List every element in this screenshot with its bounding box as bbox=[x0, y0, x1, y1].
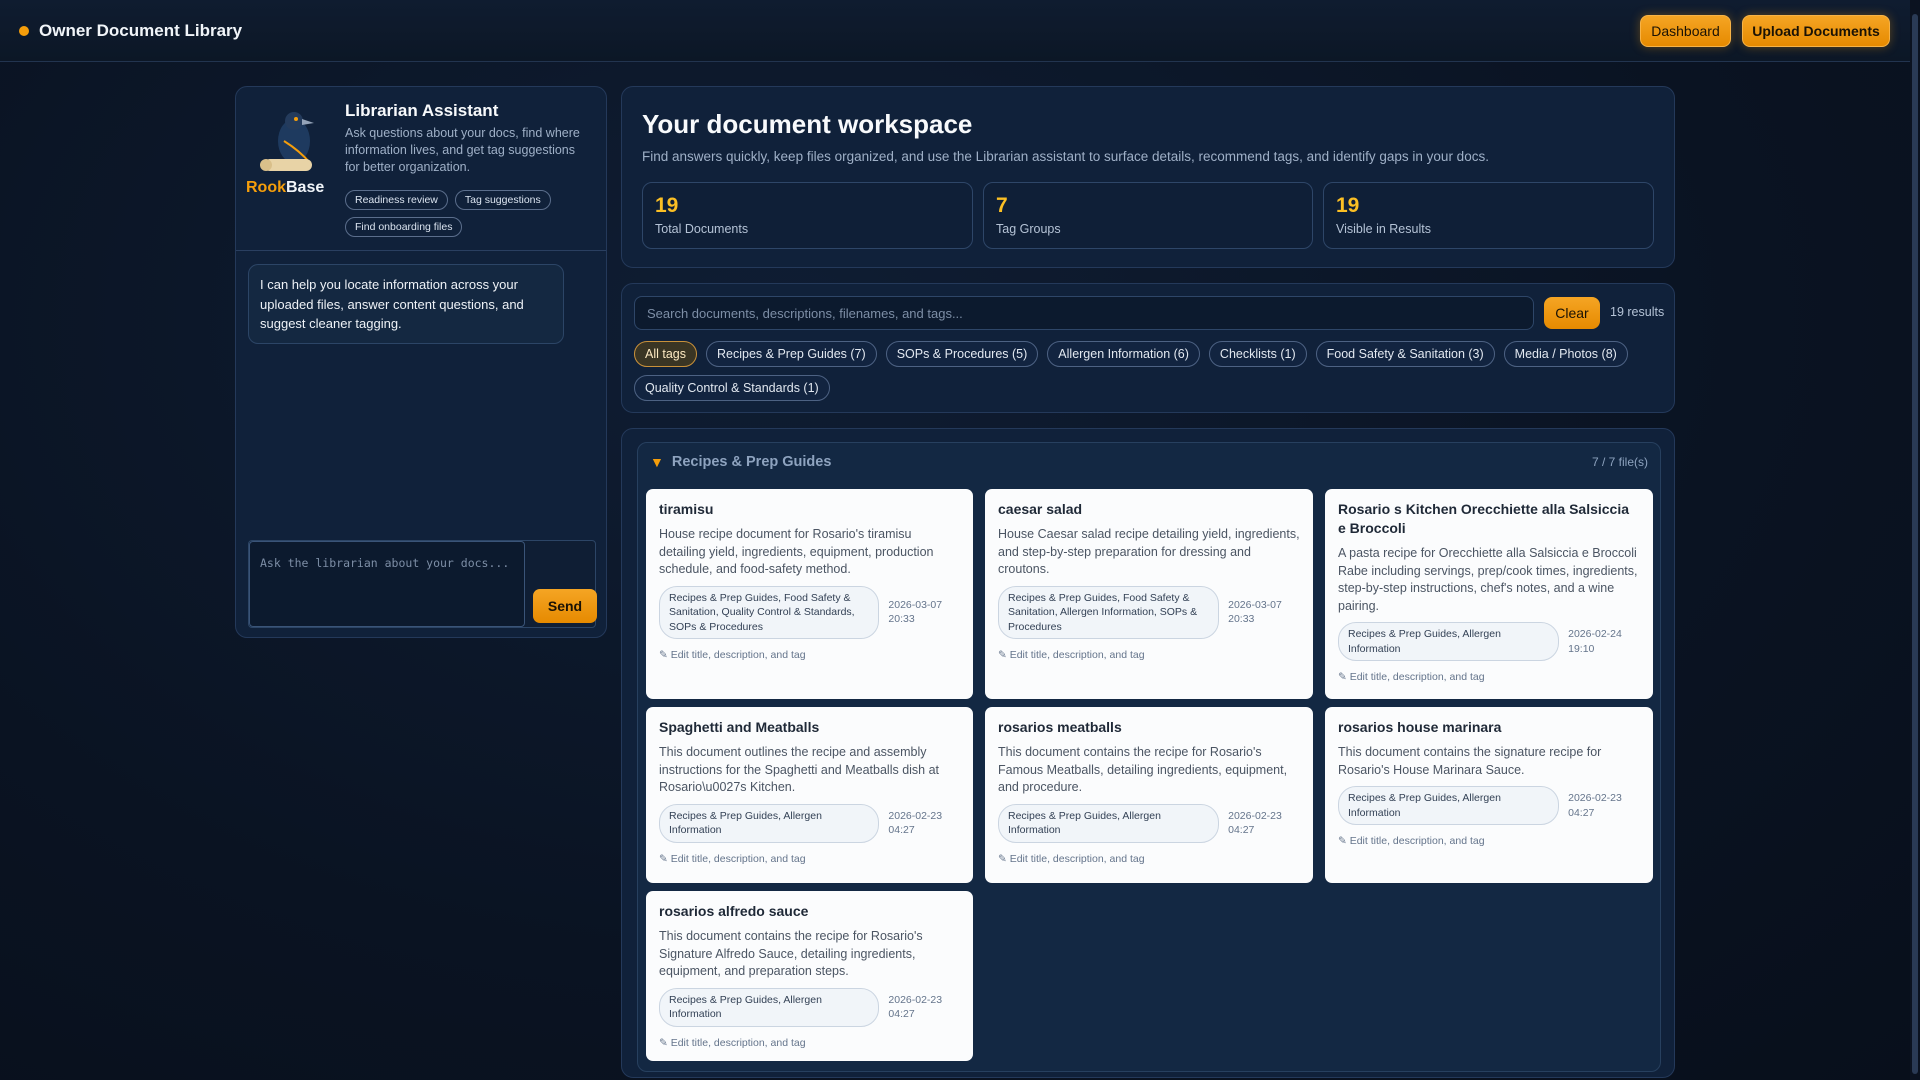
document-description: This document contains the recipe for Ro… bbox=[998, 745, 1288, 794]
document-date: 2026-03-07 20:33 bbox=[1228, 598, 1282, 626]
document-tags: Recipes & Prep Guides, Food Safety & San… bbox=[659, 585, 880, 639]
group-header[interactable]: ▼ Recipes & Prep Guides 7 / 7 file(s) bbox=[638, 443, 1660, 481]
group-title: Recipes & Prep Guides bbox=[671, 454, 832, 470]
document-description: This document contains the signature rec… bbox=[1338, 745, 1602, 777]
document-description: This document contains the recipe for Ro… bbox=[659, 929, 923, 978]
document-description: This document outlines the recipe and as… bbox=[659, 745, 940, 794]
document-card[interactable]: rosarios house marinara This document co… bbox=[1325, 707, 1653, 883]
group-file-count: 7 / 7 file(s) bbox=[1591, 455, 1648, 469]
logo-text-base: Base bbox=[286, 179, 325, 196]
tag-filter-chip[interactable]: All tags bbox=[634, 341, 697, 367]
clear-button[interactable]: Clear bbox=[1544, 297, 1600, 329]
document-tags: Recipes & Prep Guides, Allergen Informat… bbox=[998, 803, 1220, 843]
chat-input-area: Ask the librarian about your docs... Sen… bbox=[248, 540, 597, 628]
assistant-description: Ask questions about your docs, find wher… bbox=[345, 126, 580, 174]
tag-filter-chip[interactable]: Quality Control & Standards (1) bbox=[634, 375, 830, 401]
librarian-assistant-panel: RookBase Librarian Assistant Ask questio… bbox=[235, 86, 607, 638]
document-card[interactable]: Rosario s Kitchen Orecchiette alla Salsi… bbox=[1325, 489, 1653, 699]
tag-filter-chip[interactable]: Media / Photos (8) bbox=[1503, 341, 1628, 367]
document-title[interactable]: Spaghetti and Meatballs bbox=[659, 719, 820, 735]
stat-label: Total Documents bbox=[655, 222, 749, 236]
document-title[interactable]: caesar salad bbox=[998, 501, 1083, 517]
chat-input[interactable]: Ask the librarian about your docs... bbox=[249, 541, 525, 627]
scrollbar-thumb[interactable] bbox=[1912, 14, 1918, 1074]
document-card[interactable]: tiramisu House recipe document for Rosar… bbox=[646, 489, 973, 699]
document-title[interactable]: Rosario s Kitchen Orecchiette alla Salsi… bbox=[1338, 501, 1630, 536]
logo-text-rook: Rook bbox=[246, 179, 286, 196]
document-title[interactable]: rosarios alfredo sauce bbox=[659, 903, 809, 919]
document-tags: Recipes & Prep Guides, Food Safety & San… bbox=[998, 585, 1220, 639]
edit-document-link[interactable]: ✎ Edit title, description, and tag bbox=[998, 649, 1145, 661]
document-date: 2026-02-23 04:27 bbox=[1228, 809, 1282, 837]
document-card[interactable]: caesar salad House Caesar salad recipe d… bbox=[985, 489, 1313, 699]
document-date: 2026-03-07 20:33 bbox=[888, 598, 943, 626]
assistant-title: Librarian Assistant bbox=[345, 101, 499, 120]
document-date: 2026-02-23 04:27 bbox=[888, 809, 943, 837]
stat-visible-results: 19 Visible in Results bbox=[1323, 182, 1654, 249]
status-dot-icon bbox=[19, 25, 29, 36]
tag-filter-chip[interactable]: Checklists (1) bbox=[1208, 341, 1307, 367]
results-count: 19 results bbox=[1610, 305, 1665, 319]
rook-bird-icon bbox=[260, 112, 314, 171]
document-date: 2026-02-23 04:27 bbox=[888, 993, 943, 1021]
edit-document-link[interactable]: ✎ Edit title, description, and tag bbox=[659, 852, 806, 865]
edit-document-link[interactable]: ✎ Edit title, description, and tag bbox=[998, 852, 1145, 865]
document-title[interactable]: rosarios house marinara bbox=[1338, 719, 1502, 735]
upload-documents-button[interactable]: Upload Documents bbox=[1742, 15, 1890, 47]
tag-suggestions-chip[interactable]: Tag suggestions bbox=[454, 190, 551, 210]
stat-total-documents: 19 Total Documents bbox=[642, 182, 973, 249]
edit-document-link[interactable]: ✎ Edit title, description, and tag bbox=[1338, 835, 1485, 847]
find-onboarding-files-chip[interactable]: Find onboarding files bbox=[345, 217, 463, 237]
document-description: House Caesar salad recipe detailing yiel… bbox=[998, 527, 1300, 576]
document-title[interactable]: tiramisu bbox=[659, 501, 714, 517]
rookbase-logo: RookBase bbox=[246, 101, 330, 201]
top-bar: Owner Document Library bbox=[0, 0, 1910, 62]
tag-filter-chip[interactable]: Recipes & Prep Guides (7) bbox=[706, 341, 877, 367]
stat-value: 19 bbox=[655, 194, 679, 217]
page-title: Your document workspace bbox=[642, 109, 973, 139]
document-tags: Recipes & Prep Guides, Allergen Informat… bbox=[659, 987, 880, 1027]
dashboard-button[interactable]: Dashboard bbox=[1640, 15, 1731, 47]
tag-filter-chip[interactable]: Food Safety & Sanitation (3) bbox=[1315, 341, 1495, 367]
collapse-triangle-icon[interactable]: ▼ bbox=[650, 454, 664, 470]
edit-document-link[interactable]: ✎ Edit title, description, and tag bbox=[659, 1036, 806, 1049]
document-tags: Recipes & Prep Guides, Allergen Informat… bbox=[1338, 786, 1560, 825]
edit-document-link[interactable]: ✎ Edit title, description, and tag bbox=[1338, 671, 1485, 683]
document-card[interactable]: rosarios meatballs This document contain… bbox=[985, 707, 1313, 883]
document-card[interactable]: rosarios alfredo sauce This document con… bbox=[646, 891, 973, 1061]
document-tags: Recipes & Prep Guides, Allergen Informat… bbox=[1338, 622, 1560, 661]
document-groups-panel: ▼ Recipes & Prep Guides 7 / 7 file(s) ti… bbox=[621, 428, 1675, 1078]
document-description: A pasta recipe for Orecchiette alla Sals… bbox=[1338, 546, 1638, 613]
document-title[interactable]: rosarios meatballs bbox=[998, 719, 1122, 735]
edit-document-link[interactable]: ✎ Edit title, description, and tag bbox=[659, 649, 806, 661]
document-tags: Recipes & Prep Guides, Allergen Informat… bbox=[659, 803, 880, 843]
stat-tag-groups: 7 Tag Groups bbox=[983, 182, 1313, 249]
document-description: House recipe document for Rosario's tira… bbox=[659, 527, 934, 576]
readiness-review-chip[interactable]: Readiness review bbox=[345, 190, 448, 210]
tag-filter-list: All tags Recipes & Prep Guides (7) SOPs & … bbox=[634, 341, 1654, 401]
search-panel: Search documents, descriptions, filename… bbox=[621, 283, 1675, 413]
stat-value: 19 bbox=[1336, 194, 1360, 217]
tag-filter-chip[interactable]: Allergen Information (6) bbox=[1047, 341, 1200, 367]
document-card-grid: tiramisu House recipe document for Rosar… bbox=[646, 489, 1653, 1061]
document-date: 2026-02-24 19:10 bbox=[1568, 628, 1622, 655]
document-date: 2026-02-23 04:27 bbox=[1568, 792, 1622, 819]
assistant-header: RookBase Librarian Assistant Ask questio… bbox=[236, 87, 606, 251]
workspace-panel: Your document workspace Find answers qui… bbox=[621, 86, 1675, 268]
document-card[interactable]: Spaghetti and Meatballs This document ou… bbox=[646, 707, 973, 883]
tag-filter-chip[interactable]: SOPs & Procedures (5) bbox=[885, 341, 1039, 367]
search-input[interactable]: Search documents, descriptions, filename… bbox=[634, 296, 1534, 330]
page-subtitle: Find answers quickly, keep files organiz… bbox=[642, 149, 1489, 164]
stat-label: Visible in Results bbox=[1336, 222, 1431, 236]
page-scrollbar[interactable] bbox=[1910, 0, 1920, 1080]
send-button[interactable]: Send bbox=[533, 589, 597, 623]
stat-label: Tag Groups bbox=[996, 222, 1061, 236]
assistant-message: I can help you locate information across… bbox=[248, 264, 564, 344]
app-title: Owner Document Library bbox=[39, 20, 243, 40]
stat-value: 7 bbox=[996, 194, 1008, 217]
